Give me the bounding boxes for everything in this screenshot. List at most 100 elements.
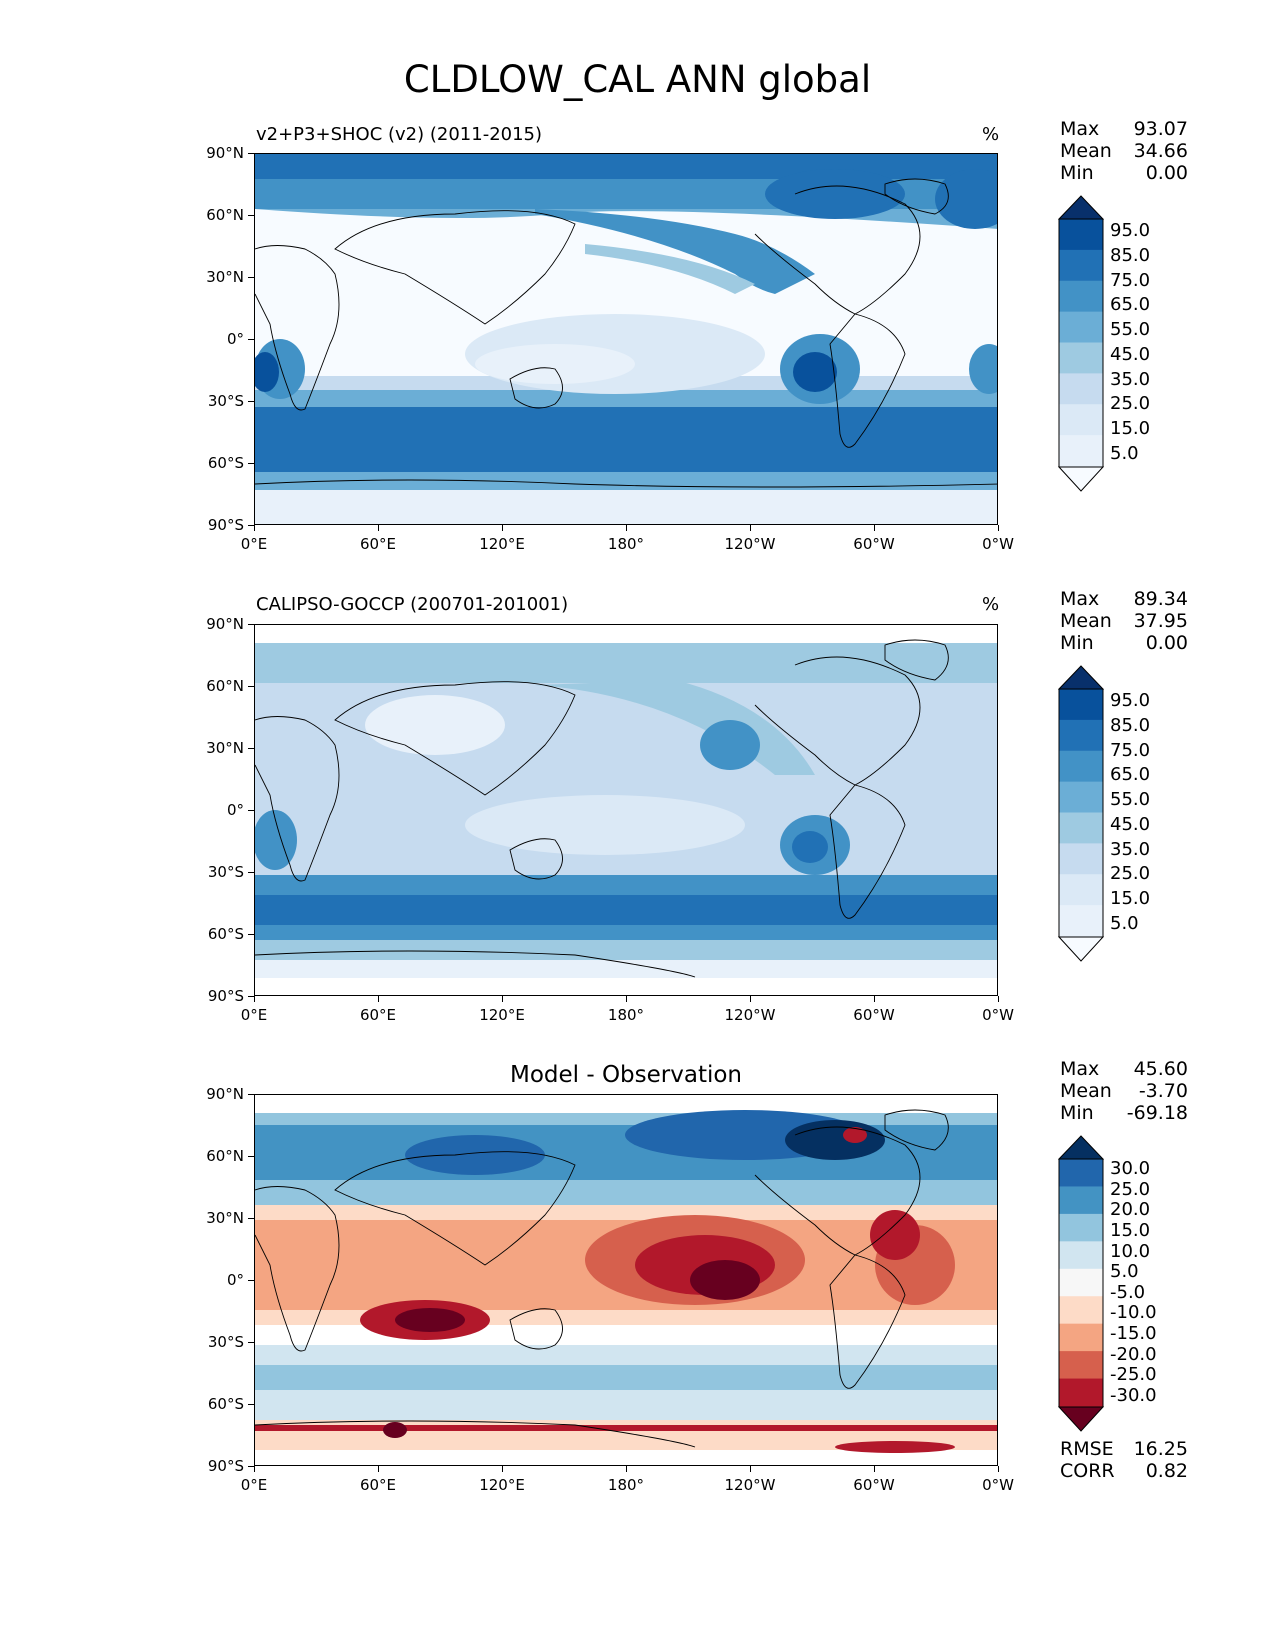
lat-tick-label: 60°S bbox=[207, 1395, 244, 1413]
stat-max-value: 93.07 bbox=[1133, 118, 1188, 140]
lat-tick bbox=[248, 810, 254, 811]
lon-tick bbox=[254, 1466, 255, 1472]
lon-tick-label: 0°W bbox=[982, 1006, 1014, 1024]
lon-tick-label: 120°E bbox=[479, 1476, 525, 1494]
colorbar-label: -10.0 bbox=[1110, 1302, 1157, 1324]
lon-tick-label: 60°W bbox=[853, 535, 895, 553]
lat-tick-label: 30°N bbox=[206, 268, 244, 286]
colorbar bbox=[1058, 1135, 1104, 1432]
lat-tick bbox=[248, 1218, 254, 1219]
lat-tick-label: 90°N bbox=[206, 615, 244, 633]
stat-mean-label: Mean bbox=[1060, 610, 1112, 632]
lat-tick-label: 90°S bbox=[207, 987, 244, 1005]
lon-tick bbox=[626, 1466, 627, 1472]
colorbar-label: -30.0 bbox=[1110, 1384, 1157, 1406]
colorbar-segment bbox=[1059, 342, 1103, 374]
colorbar bbox=[1058, 665, 1104, 962]
lon-tick bbox=[502, 525, 503, 531]
colorbar-frame bbox=[1058, 1158, 1104, 1408]
colorbar-segment bbox=[1059, 1268, 1103, 1297]
panel2-title: CALIPSO-GOCCP (200701-201001) bbox=[256, 594, 569, 615]
lon-tick bbox=[874, 1466, 875, 1472]
lon-tick bbox=[378, 996, 379, 1002]
lon-tick bbox=[502, 996, 503, 1002]
colorbar-segment bbox=[1059, 1186, 1103, 1215]
stat-max-value: 89.34 bbox=[1133, 588, 1188, 610]
stat-mean-value: 34.66 bbox=[1133, 140, 1188, 162]
lon-tick-label: 0°E bbox=[240, 1006, 268, 1024]
colorbar-extend-max bbox=[1058, 195, 1104, 220]
lat-tick-label: 30°N bbox=[206, 1209, 244, 1227]
colorbar-label: 85.0 bbox=[1110, 245, 1151, 267]
colorbar-segment bbox=[1059, 1323, 1103, 1352]
colorbar-segment bbox=[1059, 812, 1103, 844]
stat-mean-label: Mean bbox=[1060, 140, 1112, 162]
panel1-stats: Max 93.07 Mean 34.66 Min 0.00 bbox=[1060, 118, 1188, 184]
stat-min-value: 0.00 bbox=[1145, 162, 1188, 184]
figure-title: CLDLOW_CAL ANN global bbox=[403, 58, 872, 101]
colorbar-frame bbox=[1058, 218, 1104, 468]
colorbar-label: 65.0 bbox=[1110, 764, 1151, 786]
colorbar-segment bbox=[1059, 1351, 1103, 1380]
colorbar-label: -20.0 bbox=[1110, 1343, 1157, 1365]
panel1-title: v2+P3+SHOC (v2) (2011-2015) bbox=[256, 124, 543, 145]
stat-min-value: -69.18 bbox=[1126, 1102, 1188, 1124]
colorbar-label: 5.0 bbox=[1110, 442, 1139, 464]
colorbar-label: 45.0 bbox=[1110, 813, 1151, 835]
lat-tick-label: 90°S bbox=[207, 516, 244, 534]
stat-min-label: Min bbox=[1060, 632, 1094, 654]
panel1-map bbox=[254, 153, 998, 525]
corr-label: CORR bbox=[1060, 1460, 1115, 1482]
colorbar-label: 15.0 bbox=[1110, 417, 1151, 439]
colorbar-segment bbox=[1059, 719, 1103, 752]
lon-tick bbox=[998, 996, 999, 1002]
lat-tick bbox=[248, 624, 254, 625]
lon-tick bbox=[998, 1466, 999, 1472]
colorbar-label: 15.0 bbox=[1110, 887, 1151, 909]
rmse-value: 16.25 bbox=[1133, 1438, 1188, 1460]
lon-tick-label: 60°W bbox=[853, 1006, 895, 1024]
lon-tick bbox=[502, 1466, 503, 1472]
lon-tick bbox=[254, 525, 255, 531]
colorbar-frame bbox=[1058, 688, 1104, 938]
lat-tick-label: 30°N bbox=[206, 739, 244, 757]
lon-tick-label: 120°W bbox=[724, 1006, 776, 1024]
colorbar-segment bbox=[1059, 373, 1103, 405]
lat-tick bbox=[248, 686, 254, 687]
stat-min-label: Min bbox=[1060, 1102, 1094, 1124]
lat-tick-label: 60°S bbox=[207, 925, 244, 943]
colorbar-segment bbox=[1059, 249, 1103, 282]
lon-tick-label: 60°E bbox=[359, 1006, 397, 1024]
lat-tick bbox=[248, 872, 254, 873]
stat-max-label: Max bbox=[1060, 588, 1100, 610]
colorbar-label: 25.0 bbox=[1110, 863, 1151, 885]
colorbar-extend-min bbox=[1058, 466, 1104, 492]
colorbar-label: 95.0 bbox=[1110, 690, 1151, 712]
colorbar-label: -15.0 bbox=[1110, 1322, 1157, 1344]
lon-tick bbox=[750, 525, 751, 531]
stat-mean-value: 37.95 bbox=[1133, 610, 1188, 632]
lon-tick-label: 120°W bbox=[724, 1476, 776, 1494]
lon-tick-label: 180° bbox=[607, 1476, 645, 1494]
lon-tick bbox=[874, 996, 875, 1002]
colorbar-segment bbox=[1059, 689, 1103, 721]
colorbar-segment bbox=[1059, 311, 1103, 343]
colorbar-segment bbox=[1059, 435, 1103, 467]
lat-tick-label: 0° bbox=[226, 1271, 244, 1289]
panel2-map bbox=[254, 624, 998, 996]
stat-min-value: 0.00 bbox=[1145, 632, 1188, 654]
stat-min-label: Min bbox=[1060, 162, 1094, 184]
lat-tick-label: 0° bbox=[226, 330, 244, 348]
lat-tick-label: 60°S bbox=[207, 454, 244, 472]
colorbar-segment bbox=[1059, 905, 1103, 937]
lon-tick-label: 120°W bbox=[724, 535, 776, 553]
stat-max-label: Max bbox=[1060, 1058, 1100, 1080]
lat-tick bbox=[248, 1094, 254, 1095]
colorbar-label: 15.0 bbox=[1110, 1220, 1151, 1242]
lat-tick bbox=[248, 934, 254, 935]
lat-tick-label: 0° bbox=[226, 801, 244, 819]
colorbar-label: 75.0 bbox=[1110, 269, 1151, 291]
lat-tick bbox=[248, 463, 254, 464]
stat-mean-label: Mean bbox=[1060, 1080, 1112, 1102]
stat-max-value: 45.60 bbox=[1133, 1058, 1188, 1080]
